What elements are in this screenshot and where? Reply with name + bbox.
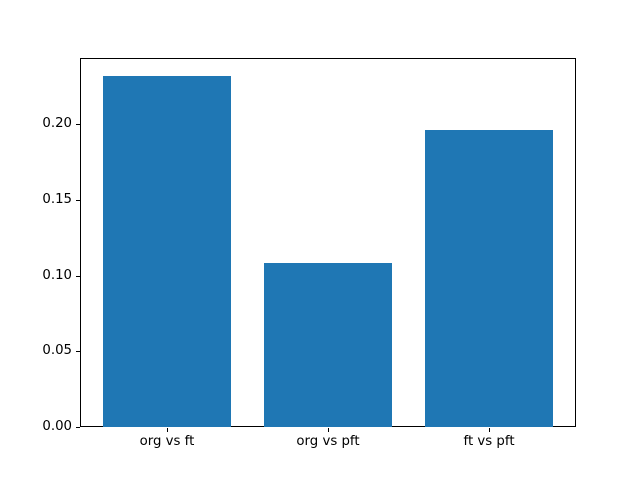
x-tick-mark bbox=[166, 428, 168, 432]
bar-ft-vs-pft bbox=[424, 130, 554, 427]
y-tick-mark bbox=[76, 199, 80, 201]
y-tick-label: 0.20 bbox=[42, 116, 72, 132]
x-tick-label: org vs ft bbox=[139, 434, 195, 449]
x-tick-mark bbox=[328, 428, 329, 432]
y-tick-mark bbox=[76, 427, 80, 428]
x-tick-label: ft vs pft bbox=[463, 434, 515, 449]
y-tick-mark bbox=[76, 351, 80, 353]
y-tick-label: 0.00 bbox=[42, 419, 72, 434]
y-tick-label: 0.05 bbox=[42, 343, 72, 359]
y-tick-label: 0.15 bbox=[42, 191, 72, 207]
y-tick-label: 0.10 bbox=[42, 267, 72, 283]
bar-org-vs-pft bbox=[263, 263, 393, 427]
x-tick-mark bbox=[489, 428, 491, 432]
y-tick-mark bbox=[76, 275, 80, 277]
x-tick-label: org vs pft bbox=[296, 434, 360, 449]
bar-org-vs-ft bbox=[102, 75, 232, 427]
y-tick-mark bbox=[76, 124, 80, 126]
